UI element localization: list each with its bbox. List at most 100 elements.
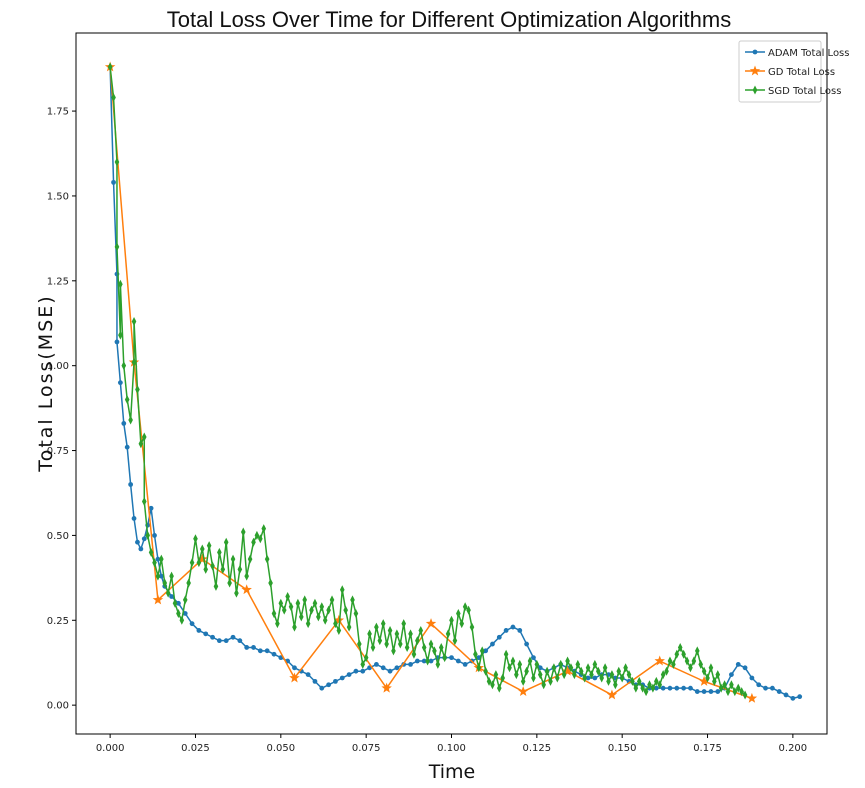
data-point [664, 666, 669, 676]
data-point [196, 558, 202, 568]
y-axis: 0.00 0.25 0.50 0.75 1.00 1.25 1.50 1.75 [47, 107, 76, 712]
data-point [152, 533, 157, 538]
data-point [165, 588, 171, 598]
data-point [671, 659, 676, 669]
data-point [524, 641, 529, 647]
data-point [660, 685, 666, 691]
data-point [681, 649, 686, 659]
data-point [735, 683, 741, 693]
data-point [152, 594, 164, 605]
data-point [517, 628, 523, 633]
data-point [176, 608, 181, 618]
data-point [111, 93, 116, 102]
data-point [729, 680, 734, 690]
x-tick-label: 0.100 [437, 743, 466, 754]
data-point [220, 564, 226, 574]
data-point [124, 444, 130, 450]
y-tick-label: 0.25 [47, 616, 69, 627]
data-point [182, 595, 188, 605]
data-point [281, 605, 287, 615]
data-point [128, 415, 133, 425]
data-point [694, 646, 700, 656]
legend-marker [749, 65, 761, 76]
data-point [531, 673, 536, 683]
y-tick-label: 1.75 [47, 107, 69, 118]
data-point [121, 420, 127, 426]
data-point [797, 694, 803, 700]
data-point [292, 665, 297, 671]
data-point [333, 619, 338, 629]
chart-title: Total Loss Over Time for Different Optim… [167, 7, 731, 32]
data-point [705, 673, 710, 683]
data-point [350, 595, 355, 605]
x-tick-label: 0.050 [266, 743, 295, 754]
data-point [394, 629, 400, 639]
data-point [643, 687, 649, 697]
data-point [507, 663, 512, 673]
data-point [411, 649, 417, 659]
data-point [217, 547, 222, 557]
data-point [708, 663, 714, 673]
data-point [490, 641, 495, 647]
data-point [479, 646, 485, 656]
data-point [309, 605, 314, 615]
data-point [520, 676, 526, 686]
data-point [677, 642, 683, 652]
data-point [117, 380, 123, 386]
data-point [305, 672, 311, 677]
data-point [322, 615, 328, 625]
data-point [749, 675, 755, 681]
data-point [275, 619, 280, 629]
data-point [742, 665, 748, 671]
data-point [476, 663, 482, 673]
data-point [654, 676, 659, 686]
data-point [223, 537, 229, 547]
data-point [592, 659, 598, 669]
data-point [271, 651, 277, 657]
data-point [421, 642, 427, 652]
data-point [176, 600, 181, 606]
data-point [107, 62, 113, 72]
data-point [237, 564, 243, 574]
data-point [565, 656, 570, 666]
y-tick-label: 1.25 [47, 276, 69, 287]
x-tick-label: 0.200 [779, 743, 808, 754]
data-point [172, 598, 178, 608]
data-point [370, 642, 376, 652]
data-point [295, 598, 301, 608]
data-point [257, 648, 263, 654]
data-point [585, 675, 591, 681]
data-point [790, 695, 796, 701]
data-point [319, 602, 325, 612]
data-point [210, 561, 215, 571]
data-point [555, 673, 560, 683]
data-point [763, 685, 768, 691]
data-point [561, 670, 567, 680]
data-point [346, 622, 352, 632]
data-point [674, 685, 680, 691]
data-point [138, 439, 144, 449]
data-point [462, 602, 468, 612]
data-point [254, 530, 260, 540]
data-point [630, 676, 635, 686]
data-point [316, 612, 321, 622]
data-point [715, 689, 721, 694]
data-point [548, 676, 553, 686]
data-point [312, 598, 318, 608]
data-point [148, 505, 154, 511]
data-point [339, 675, 345, 681]
data-point [196, 628, 202, 633]
data-point [544, 666, 550, 676]
data-point [776, 689, 782, 694]
data-point [292, 622, 297, 632]
data-point [739, 687, 744, 697]
data-point [135, 384, 140, 394]
data-point [524, 666, 529, 676]
data-point [572, 670, 577, 680]
data-point [289, 672, 300, 683]
data-point [735, 662, 741, 667]
data-point [374, 622, 379, 632]
data-point [428, 658, 434, 664]
data-point [455, 658, 461, 664]
series-layer [104, 61, 803, 703]
